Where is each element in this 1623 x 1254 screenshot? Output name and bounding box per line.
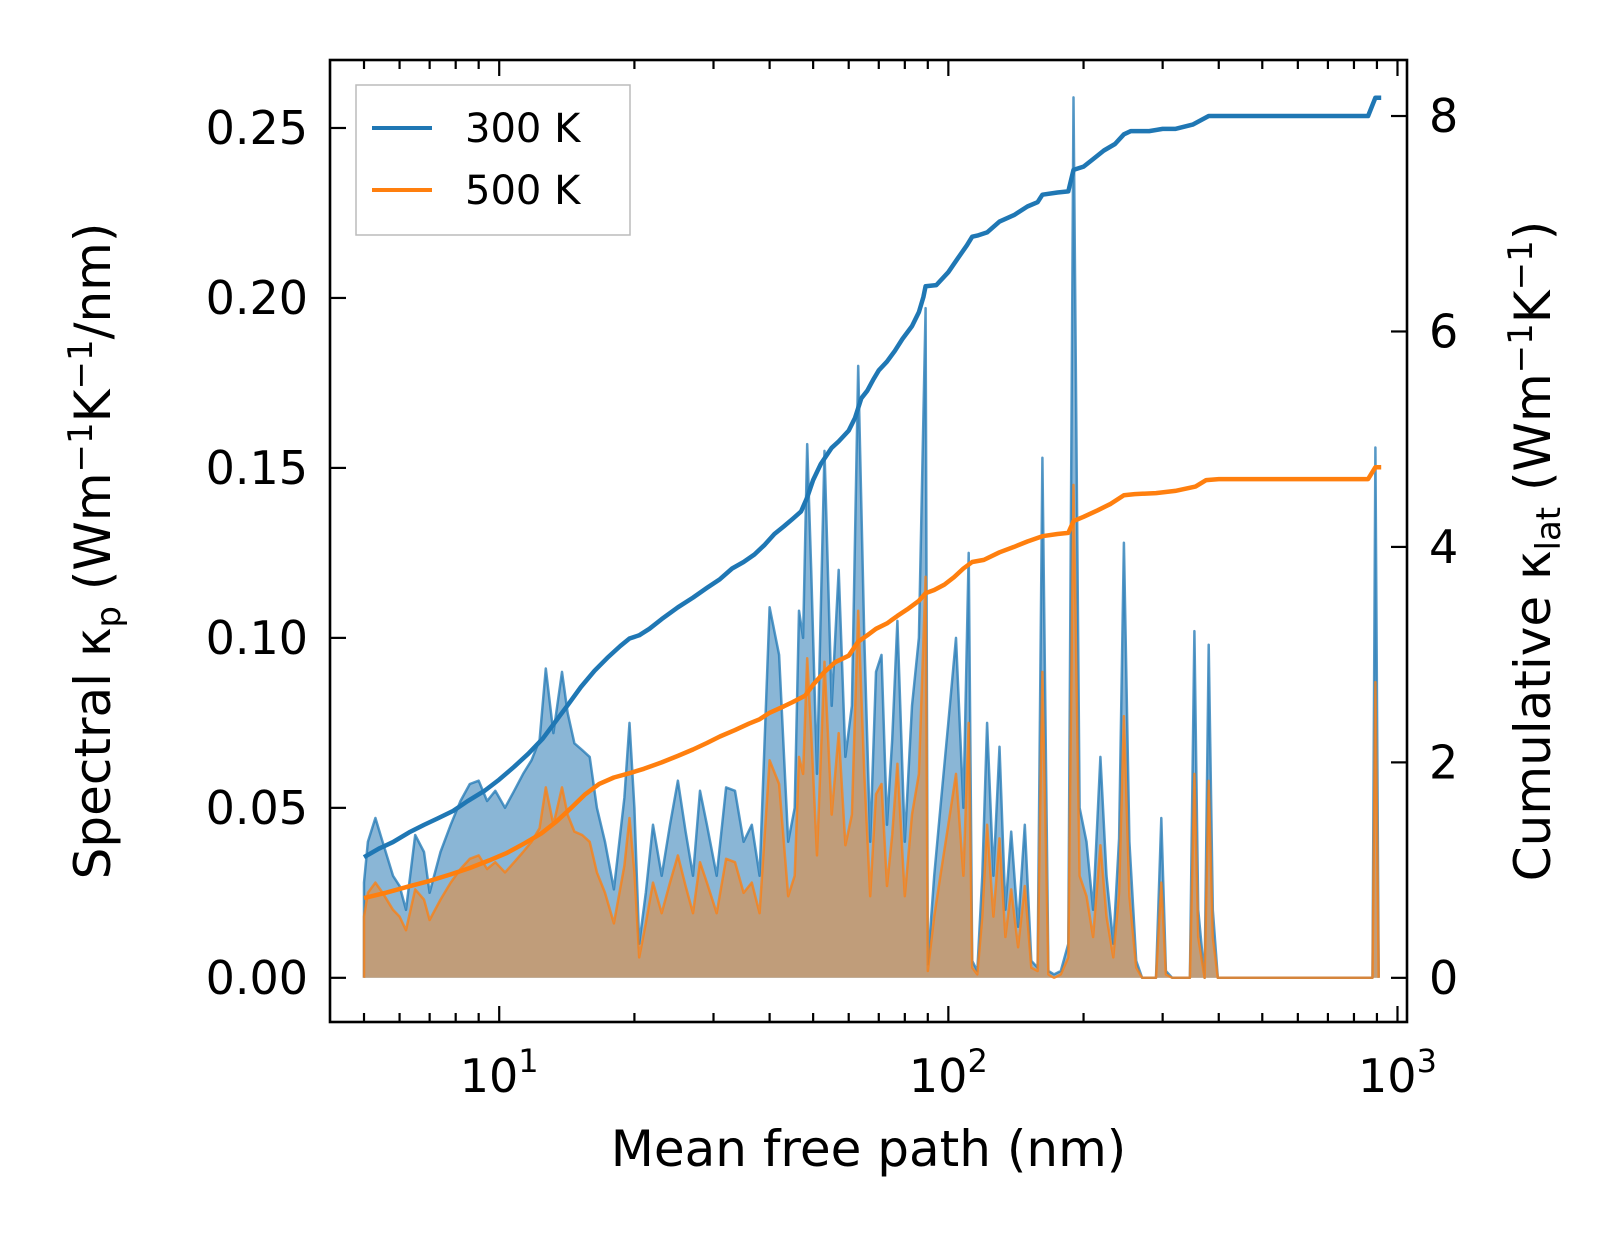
x-tick-label: 103 [1358,1042,1437,1103]
y-tick-label: 0.15 [206,441,308,495]
y2-axis-label: Cumulative κlat (Wm−1K−1) [1501,221,1569,881]
x-axis-label: Mean free path (nm) [611,1120,1127,1178]
x-tick-label-exp: 2 [967,1042,987,1080]
legend: 300 K 500 K [355,84,631,236]
y-tick-label: 0.20 [206,271,308,325]
x-tick-label: 102 [909,1042,988,1103]
plot-content [362,95,1382,980]
legend-label-300k: 300 K [465,106,582,152]
y-axis-label: Spectral κp (Wm−1K−1/nm) [61,223,129,880]
y2-axis-label-sub: lat [1529,507,1569,551]
legend-label-500k: 500 K [465,168,582,214]
cumulative-line-500k [363,464,1382,901]
y2-axis-label-text: (Wm [1504,373,1562,507]
y-axis-label-text: Spectral κ [64,628,122,880]
y2-axis-label-text: K [1504,289,1562,323]
legend-frame [355,84,631,236]
y-axis-label-text: /nm) [64,223,122,340]
y2-tick-label: 2 [1429,735,1458,789]
y-axis-label-text: K [64,388,122,422]
x-tick-label-base: 10 [460,1049,519,1103]
y2-tick-label: 8 [1429,89,1458,143]
cumulative-line-300k [362,95,1382,860]
y2-axis-label-text: ) [1504,221,1562,241]
y2-axis-label-sup: −1 [1501,240,1541,290]
spectral-line-300k [362,96,1380,980]
y-tick-label: 0.10 [206,611,308,665]
plot-area [362,95,1382,980]
spectral-area-500k [364,484,1379,978]
y-axis-label-text: (Wm [64,472,122,606]
y-axis-label-sup: −1 [61,339,101,389]
x-tick-label-base: 10 [909,1049,968,1103]
y-tick-label: 0.05 [206,781,308,835]
y2-tick-label: 6 [1429,304,1458,358]
x-tick-label: 101 [460,1042,539,1103]
y2-axis-label-sup: −1 [1501,323,1541,373]
y-axis-label-sub: p [89,606,129,628]
axes-frame [328,58,1409,1024]
y2-axis-label-text: Cumulative κ [1504,550,1562,881]
y-axis-label-sup: −1 [61,422,101,472]
x-tick-label-exp: 1 [518,1042,538,1080]
y2-tick-label: 4 [1429,520,1458,574]
x-tick-label-exp: 3 [1417,1042,1437,1080]
y2-tick-label: 0 [1429,951,1458,1005]
y-tick-label: 0.25 [206,101,308,155]
y-tick-label: 0.00 [206,951,308,1005]
x-tick-label-base: 10 [1358,1049,1417,1103]
